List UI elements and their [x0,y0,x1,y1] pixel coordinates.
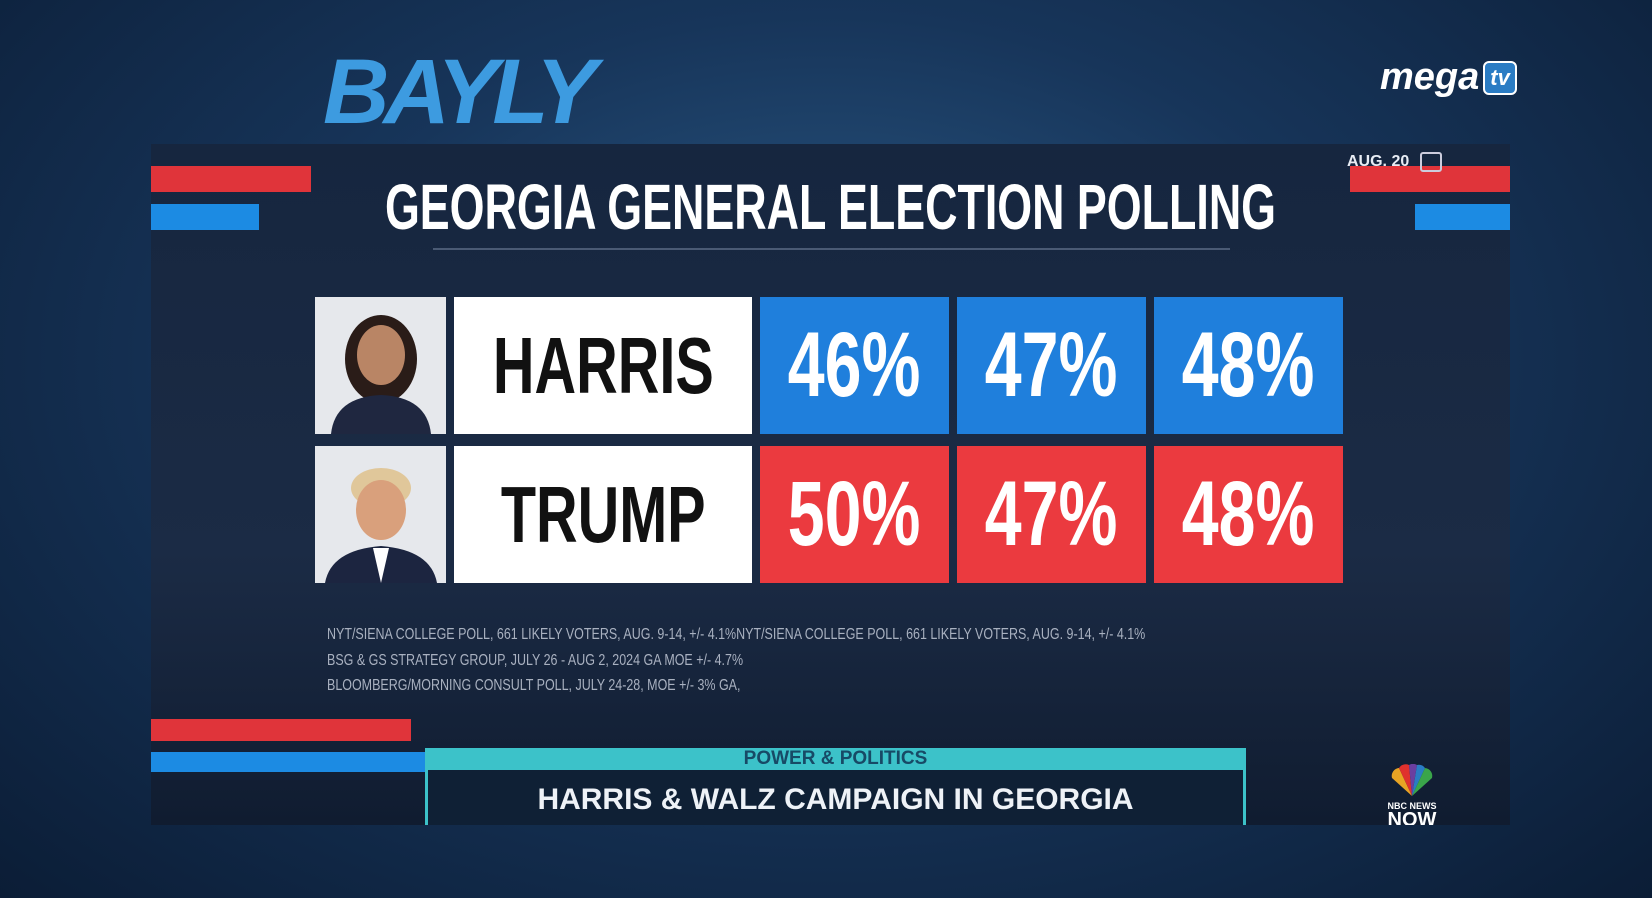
logo-text: BAYLY [323,41,597,143]
headline-box: HARRIS & WALZ CAMPAIGN IN GEORGIA [425,770,1246,825]
section-strip: POWER & POLITICS [425,748,1246,770]
poll-cell: 47% [957,297,1146,434]
lower-third: POWER & POLITICS HARRIS & WALZ CAMPAIGN … [425,748,1246,825]
poll-value: 46% [788,314,921,416]
deco-bar [151,752,441,772]
deco-bar [151,204,259,230]
bayly-logo: BAYLY [323,40,597,145]
poll-cell: 47% [957,446,1146,583]
footnote-text: NYT/SIENA COLLEGE POLL, 661 LIKELY VOTER… [327,626,1146,643]
poll-cell: 48% [1154,297,1343,434]
poll-cell: 48% [1154,446,1343,583]
deco-bar [1415,204,1510,230]
footnote-text: BLOOMBERG/MORNING CONSULT POLL, JULY 24-… [327,677,741,694]
title: GEORGIA GENERAL ELECTION POLLING [151,170,1510,244]
poll-value: 48% [1182,463,1315,565]
candidate-photo [315,446,446,583]
network-logo: NBC NEWS NOW [1379,763,1445,825]
poll-panel: GEORGIA GENERAL ELECTION POLLING AUG. 20… [151,144,1510,825]
network-line: NOW [1387,809,1437,825]
section-text: POWER & POLITICS [743,748,928,769]
channel-badge: tv [1483,60,1517,95]
row: HARRIS 46% 47% 48% [315,297,1343,434]
name-cell: TRUMP [454,446,752,583]
network-line: NBC NEWS [1387,801,1437,811]
title-text: GEORGIA GENERAL ELECTION POLLING [384,171,1277,243]
candidate-name: TRUMP [500,469,706,559]
row: TRUMP 50% 47% 48% [315,446,1343,583]
poll-value: 48% [1182,314,1315,416]
poll-value: 50% [788,463,921,565]
poll-value: 47% [985,314,1118,416]
candidate-name: HARRIS [492,320,714,410]
channel-name: mega [1380,56,1480,98]
name-cell: HARRIS [454,297,752,434]
deco-bar [151,166,311,192]
footnote: BLOOMBERG/MORNING CONSULT POLL, JULY 24-… [327,677,857,695]
channel-logo: mega tv [1380,56,1517,99]
footnote: NYT/SIENA COLLEGE POLL, 661 LIKELY VOTER… [327,626,1376,644]
date: AUG. 20 [1347,152,1442,172]
poll-cell: 50% [760,446,949,583]
footnote-text: BSG & GS STRATEGY GROUP, JULY 26 - AUG 2… [327,652,744,669]
footnote: BSG & GS STRATEGY GROUP, JULY 26 - AUG 2… [327,652,860,670]
poll-value: 47% [985,463,1118,565]
headline-text: HARRIS & WALZ CAMPAIGN IN GEORGIA [537,783,1134,816]
divider [433,248,1230,250]
deco-bar [151,719,411,741]
candidate-photo [315,297,446,434]
poll-cell: 46% [760,297,949,434]
peacock-icon [1391,763,1433,796]
date-text: AUG. 20 [1347,153,1410,171]
